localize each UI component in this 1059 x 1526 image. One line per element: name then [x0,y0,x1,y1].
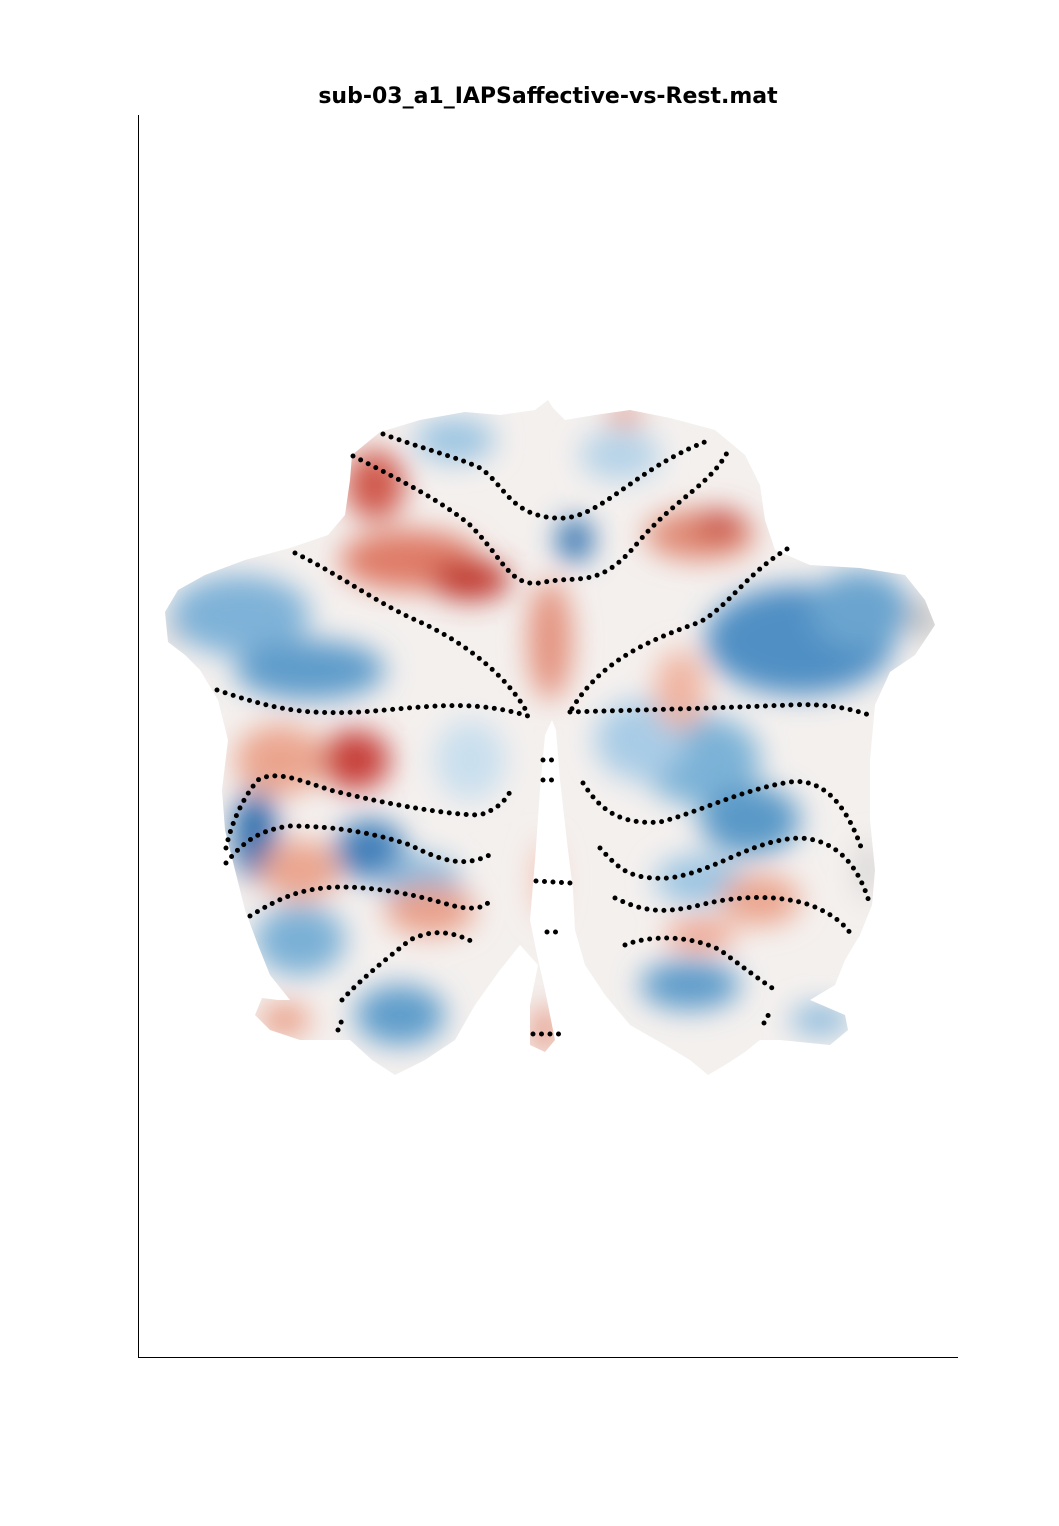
lobule-boundaries [214,431,875,1037]
y-axis-spine [138,115,139,1358]
figure-title: sub-03_a1_IAPSaffective-vs-Rest.mat [318,84,778,109]
x-axis-spine [138,1357,958,1358]
activation-map [165,400,935,1075]
